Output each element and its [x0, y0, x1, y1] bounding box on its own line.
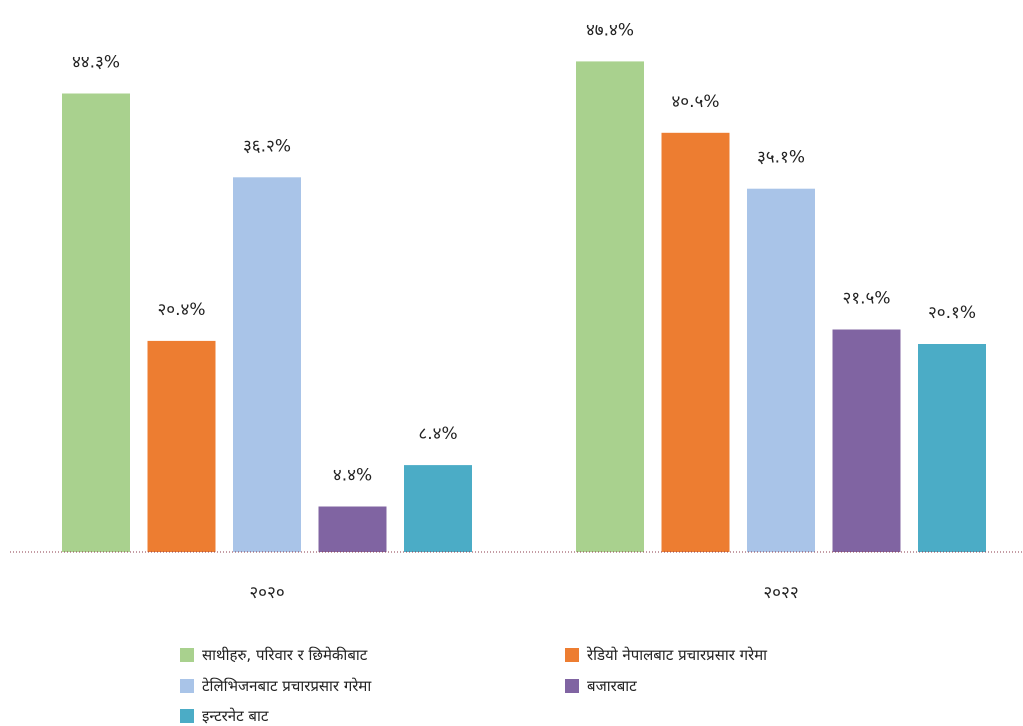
data-label: २०.४% — [157, 300, 205, 320]
value-labels-group: ४४.३% २०.४% ३६.२% ४.४% ८.४% ४७.४% ४०.५% ३५.१% २१… — [72, 20, 976, 485]
data-label: ४०.५% — [671, 92, 719, 112]
bar — [576, 61, 644, 553]
data-label: ४७.४% — [586, 20, 634, 40]
bar — [147, 340, 216, 552]
data-label: ३६.२% — [243, 136, 291, 156]
data-label: ३५.१% — [757, 148, 805, 168]
bar — [832, 329, 901, 552]
category-labels-group: २०२० २०२२ — [249, 583, 798, 603]
bar — [747, 188, 815, 552]
bar — [233, 177, 301, 553]
data-label: ४.४% — [333, 466, 372, 486]
data-label: ४४.३% — [72, 53, 120, 73]
x-tick-label: २०२० — [249, 583, 284, 603]
bar — [661, 132, 730, 553]
x-tick-label: २०२२ — [763, 583, 798, 603]
data-label: २०.१% — [928, 303, 976, 323]
data-label: ८.४% — [418, 424, 457, 444]
bar — [404, 465, 472, 552]
data-label: २१.५% — [842, 289, 890, 309]
bars-group — [62, 61, 986, 553]
bar — [918, 344, 986, 552]
bar — [318, 506, 387, 552]
bar — [62, 93, 130, 552]
